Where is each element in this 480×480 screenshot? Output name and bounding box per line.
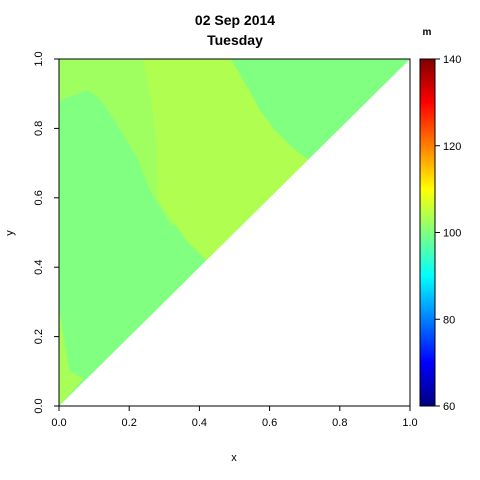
x-tick-label: 0.0: [51, 417, 66, 429]
x-axis-label: x: [231, 452, 237, 464]
y-tick-label: 0.2: [33, 329, 45, 344]
y-tick-label: 0.8: [33, 121, 45, 136]
x-axis: 0.0 0.2 0.4 0.6 0.8 1.0: [51, 406, 418, 429]
y-tick-label: 0.4: [33, 260, 45, 275]
y-tick-label: 0.0: [33, 398, 45, 413]
y-tick-label: 1.0: [33, 51, 45, 66]
y-tick-label: 0.6: [33, 190, 45, 205]
x-tick-label: 1.0: [402, 417, 417, 429]
colorbar-tick-label: 120: [443, 141, 461, 153]
x-tick-label: 0.6: [262, 417, 277, 429]
region-main-bubble: [62, 90, 203, 379]
colorbar-tick-label: 140: [443, 54, 461, 66]
region-middle-band: [143, 59, 309, 261]
colorbar: [419, 58, 436, 407]
heatmap-field: [59, 59, 410, 406]
region-left-edge: [59, 308, 84, 406]
y-axis: 0.0 0.2 0.4 0.6 0.8 1.0: [33, 51, 59, 414]
x-tick-label: 0.8: [332, 417, 347, 429]
chart-title: 02 Sep 2014: [195, 12, 275, 28]
x-tick-label: 0.2: [122, 417, 137, 429]
colorbar-unit: m: [423, 27, 432, 38]
region-upper-right-field: [231, 59, 410, 160]
chart-subtitle: Tuesday: [207, 32, 263, 48]
colorbar-ticks: 60 80 100 120 140: [435, 54, 461, 413]
colorbar-tick-label: 80: [443, 314, 455, 326]
x-tick-label: 0.4: [192, 417, 207, 429]
colorbar-tick-label: 60: [443, 401, 455, 413]
y-axis-label: y: [4, 230, 16, 236]
colorbar-tick-label: 100: [443, 228, 461, 240]
plot-frame: [58, 58, 411, 407]
